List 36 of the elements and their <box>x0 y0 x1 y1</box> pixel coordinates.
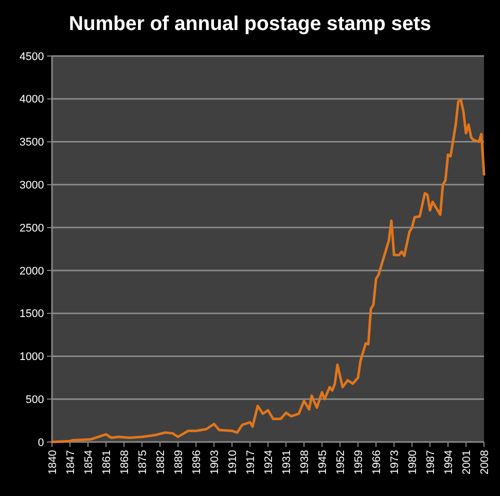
x-tick-label: 1854 <box>82 450 95 474</box>
y-tick-label: 0 <box>38 436 44 449</box>
x-tick-label: 1994 <box>442 450 455 474</box>
x-tick-label: 1861 <box>100 450 113 474</box>
y-tick-label: 500 <box>26 394 44 406</box>
x-tick-label: 1917 <box>244 450 257 474</box>
y-tick-label: 1000 <box>20 351 44 364</box>
x-tick-label: 1987 <box>424 450 437 474</box>
y-tick-label: 3000 <box>20 180 44 192</box>
x-tick-label: 1980 <box>406 450 419 474</box>
x-tick-label: 1952 <box>334 450 347 474</box>
x-tick-label: 1931 <box>280 450 293 474</box>
x-tick-label: 1959 <box>352 450 365 474</box>
chart-title: Number of annual postage stamp sets <box>68 13 432 35</box>
y-tick-label: 2000 <box>20 265 44 278</box>
x-tick-label: 1903 <box>208 450 221 474</box>
x-tick-label: 1868 <box>118 450 131 474</box>
y-tick-label: 2500 <box>20 222 44 234</box>
x-tick-label: 1966 <box>370 450 383 474</box>
x-tick-label: 1847 <box>64 450 77 474</box>
y-tick-label: 4500 <box>20 50 44 63</box>
x-tick-label: 1882 <box>154 450 167 474</box>
x-tick-label: 1896 <box>190 450 203 474</box>
x-tick-label: 2008 <box>478 450 491 474</box>
y-tick-label: 4000 <box>20 94 44 106</box>
y-tick-label: 3500 <box>20 136 44 149</box>
x-tick-label: 1889 <box>172 450 185 474</box>
x-tick-label: 1945 <box>316 450 329 474</box>
x-tick-label: 1910 <box>226 450 239 474</box>
x-tick-label: 2001 <box>460 450 473 474</box>
x-tick-label: 1973 <box>388 450 401 474</box>
x-tick-label: 1840 <box>46 450 59 474</box>
x-tick-label: 1875 <box>136 450 149 474</box>
x-tick-label: 1924 <box>262 450 275 474</box>
y-tick-label: 1500 <box>20 308 44 320</box>
x-tick-label: 1938 <box>298 450 311 474</box>
